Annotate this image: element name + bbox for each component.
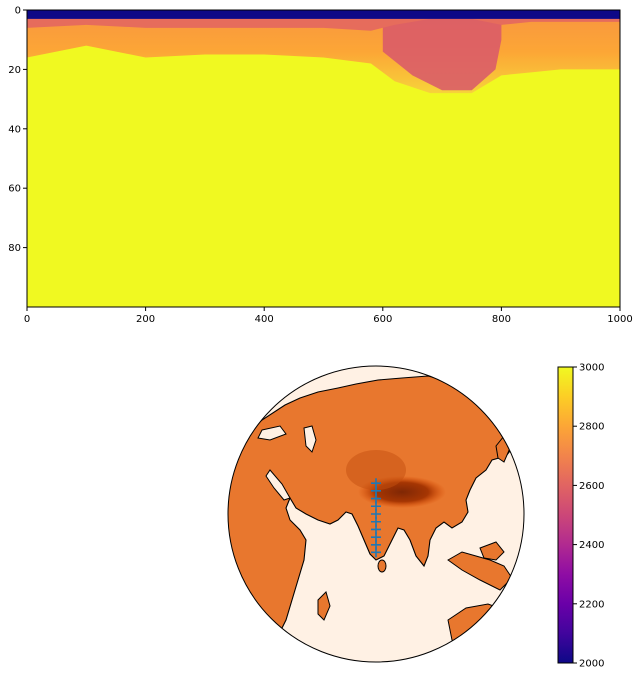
heatmap-frame — [26, 9, 621, 308]
colorbar-tick-label: 3000 — [579, 363, 604, 374]
black-sea — [257, 425, 287, 441]
globe-outline — [227, 365, 525, 663]
madagascar — [317, 591, 331, 621]
colorbar-ticks: 2000 2200 2400 2600 2800 3000 — [573, 363, 604, 670]
colorbar-tick-label: 2000 — [579, 659, 604, 670]
southeast-asia — [447, 551, 513, 591]
x-tick-label: 0 — [24, 314, 30, 325]
heatmap-axes: 0 200 400 600 800 1000 0 20 40 60 80 — [8, 6, 632, 326]
globe-map — [227, 365, 525, 663]
sri-lanka — [377, 559, 387, 573]
borneo — [479, 541, 505, 561]
x-tick-label: 600 — [373, 314, 392, 325]
colorbar-tick-label: 2800 — [579, 422, 604, 433]
x-tick-label: 1000 — [607, 314, 632, 325]
x-tick-label: 400 — [255, 314, 274, 325]
high-gradient-region — [382, 10, 502, 91]
y-tick-label: 80 — [8, 243, 21, 254]
transect-markers — [371, 478, 381, 558]
y-tick-label: 0 — [15, 6, 21, 17]
y-tick-label: 20 — [8, 65, 21, 76]
x-tick-label: 800 — [492, 314, 511, 325]
colorbar-tick-label: 2200 — [579, 599, 604, 610]
top-layer — [27, 10, 620, 19]
red-sea — [265, 469, 291, 501]
colorbar: 2000 2200 2400 2600 2800 3000 — [557, 363, 604, 670]
y-tick-label: 60 — [8, 184, 21, 195]
transect-marker — [371, 478, 381, 489]
central-asia-shade — [346, 450, 406, 490]
colorbar-tick-label: 2600 — [579, 481, 604, 492]
x-tick-label: 200 — [136, 314, 155, 325]
heatmap-panel: 0 200 400 600 800 1000 0 20 40 60 80 — [8, 6, 632, 326]
colorbar-gradient — [557, 366, 574, 664]
y-tick-label: 40 — [8, 124, 21, 135]
caspian-sea — [303, 425, 317, 453]
colorbar-tick-label: 2400 — [579, 540, 604, 551]
